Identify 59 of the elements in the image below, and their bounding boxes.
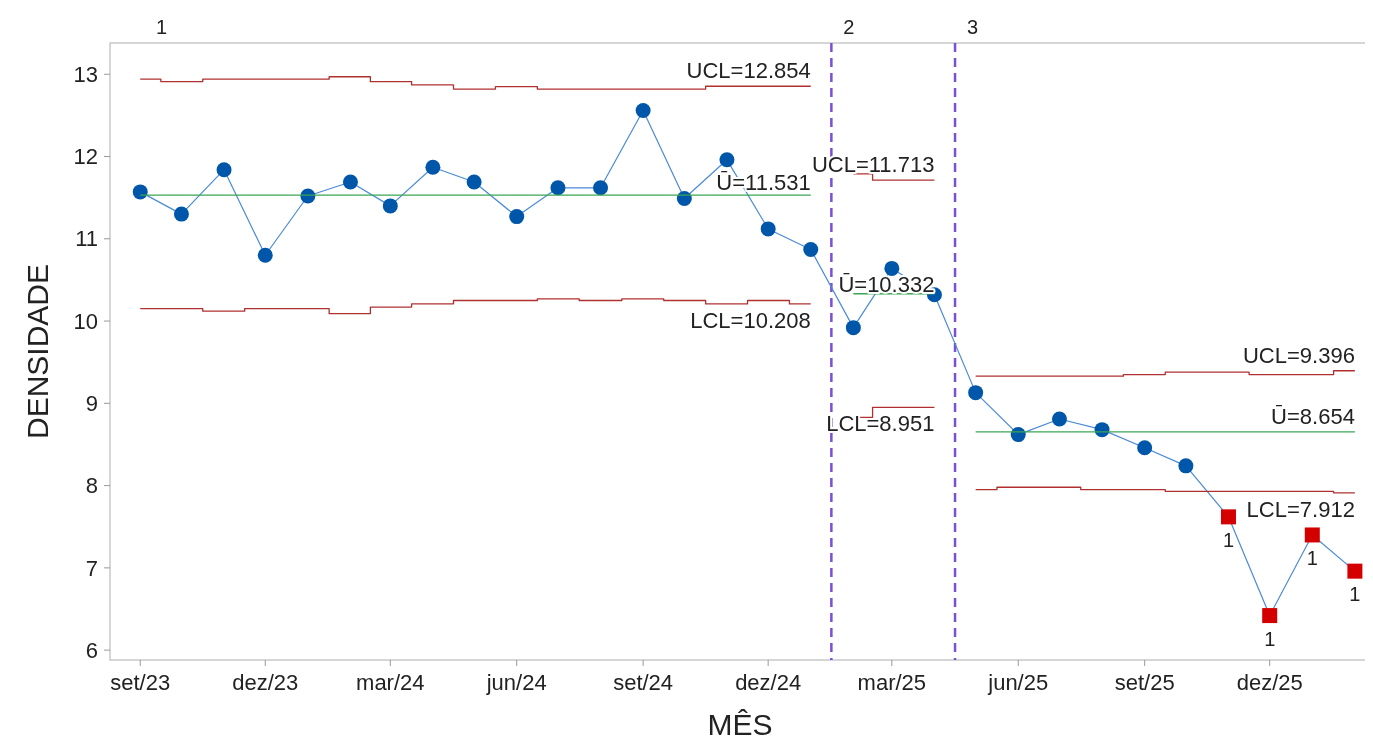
x-tick-label: mar/25	[857, 670, 927, 695]
point	[760, 221, 776, 237]
annotation: 1	[1222, 528, 1235, 551]
series-label: LCL=10.208	[690, 307, 811, 333]
series-label: LCL=8.951	[826, 411, 935, 437]
series-label: Ū=8.654	[1271, 403, 1355, 429]
point	[425, 159, 441, 175]
point	[257, 247, 273, 263]
point	[593, 180, 609, 196]
y-tick-label: 10	[73, 308, 98, 334]
series-label: UCL=9.396	[1242, 342, 1355, 368]
point	[968, 385, 984, 401]
y-tick-label: 7	[85, 555, 98, 581]
point	[845, 320, 861, 336]
point	[1010, 427, 1026, 443]
y-tick-label: 9	[85, 391, 98, 417]
point	[1220, 509, 1236, 525]
point	[1137, 440, 1153, 456]
x-tick-label: set/24	[613, 670, 674, 695]
x-tick-label: mar/24	[356, 670, 425, 695]
point	[1304, 527, 1320, 543]
point	[1262, 608, 1278, 624]
y-tick-label: 6	[85, 637, 98, 663]
series-label: LCL=7.912	[1246, 496, 1355, 522]
x-tick-label: jun/25	[987, 670, 1049, 695]
point	[635, 102, 651, 118]
point	[509, 209, 525, 225]
point	[1178, 458, 1194, 474]
point	[466, 174, 482, 190]
x-tick-label: jun/24	[485, 670, 547, 695]
text: 1	[156, 16, 168, 38]
x-tick-label: dez/24	[735, 670, 802, 695]
ref-line-label: 2	[843, 16, 855, 38]
x-tick-label: dez/25	[1236, 670, 1303, 695]
y-tick-label: 8	[85, 473, 98, 499]
point	[216, 162, 232, 178]
point	[1347, 563, 1363, 579]
y-axis-title: DENSIDADE	[21, 263, 54, 440]
x-tick-label: dez/23	[232, 670, 299, 695]
point	[342, 174, 358, 190]
point	[382, 198, 398, 214]
point	[1051, 411, 1067, 427]
series-label: UCL=12.854	[686, 58, 811, 84]
point	[550, 180, 566, 196]
annotation: 1	[1306, 546, 1318, 569]
x-tick-label: set/25	[1114, 670, 1175, 695]
annotation: 1	[1264, 627, 1276, 650]
point	[719, 152, 735, 168]
point	[803, 241, 819, 257]
y-tick-label: 11	[75, 226, 98, 252]
point	[1094, 422, 1110, 438]
x-axis-title: MÊS	[707, 708, 773, 741]
ref-line-label: 3	[967, 16, 979, 38]
annotation: 1	[1349, 583, 1361, 606]
y-tick-label: 13	[73, 61, 98, 87]
y-tick-label: 12	[73, 144, 98, 170]
x-tick-label: set/23	[110, 670, 171, 695]
point	[173, 206, 189, 222]
series-label: UCL=11.713	[811, 152, 935, 178]
